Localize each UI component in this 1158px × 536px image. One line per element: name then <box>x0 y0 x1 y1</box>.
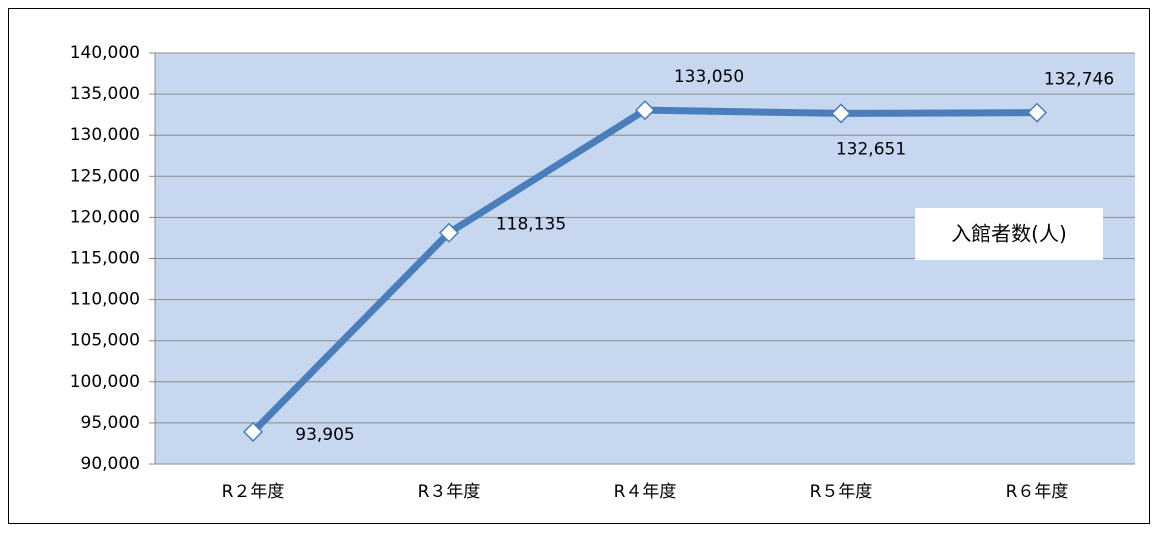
y-tick-label: 135,000 <box>70 84 140 104</box>
point-marker <box>242 421 264 442</box>
data-label: 93,905 <box>295 425 354 445</box>
data-label: 133,050 <box>674 67 744 87</box>
data-label: 118,135 <box>496 215 566 235</box>
y-tick-label: 90,000 <box>81 454 140 474</box>
data-label: 132,746 <box>1044 70 1114 90</box>
x-tick-label: R６年度 <box>1006 482 1069 502</box>
point-marker <box>438 222 460 243</box>
point-marker <box>1026 102 1048 123</box>
x-tick-label: R５年度 <box>810 482 873 502</box>
x-tick-label: R３年度 <box>418 482 481 502</box>
y-tick-label: 125,000 <box>70 166 140 186</box>
data-label: 132,651 <box>836 139 906 159</box>
x-tick-label: R２年度 <box>222 482 285 502</box>
legend-label: 入館者数(人) <box>951 222 1067 246</box>
y-tick-label: 110,000 <box>70 290 140 310</box>
y-tick-label: 105,000 <box>70 331 140 351</box>
y-tick-label: 95,000 <box>81 413 140 433</box>
y-tick-label: 100,000 <box>70 372 140 392</box>
y-tick-label: 130,000 <box>70 125 140 145</box>
legend-box <box>915 208 1103 260</box>
y-tick-label: 120,000 <box>70 207 140 227</box>
point-marker <box>830 103 852 124</box>
y-tick-label: 115,000 <box>70 249 140 269</box>
point-marker <box>634 100 656 121</box>
y-tick-label: 140,000 <box>70 43 140 63</box>
x-tick-label: R４年度 <box>614 482 677 502</box>
